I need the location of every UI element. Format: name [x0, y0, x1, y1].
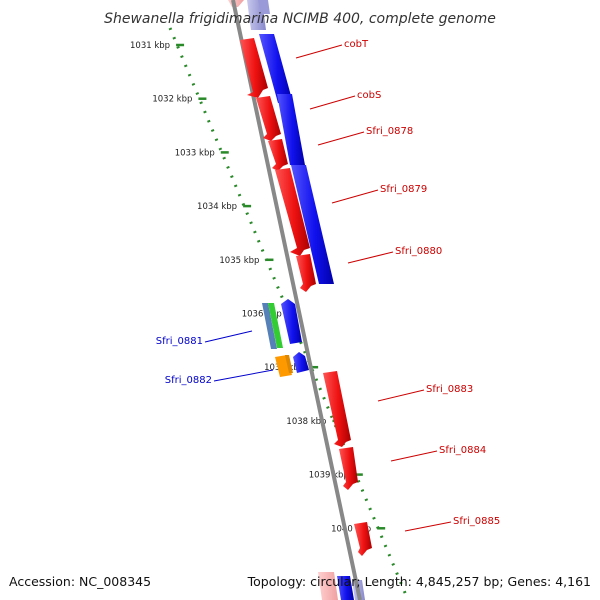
gene-leader-Sfri_0878 [317, 131, 365, 146]
gene-label-Sfri_0884: Sfri_0884 [439, 445, 486, 456]
ruler-tick-label: 1040 kbp [331, 524, 371, 534]
ruler-tick-label: 1038 kbp [286, 417, 326, 427]
gene-leader-Sfri_0880 [347, 251, 394, 264]
ruler-tick-label: 1036 kbp [242, 310, 282, 320]
ruler-tick-label: 1033 kbp [175, 148, 215, 158]
gene-leader-Sfri_0885 [404, 521, 452, 532]
edge-feature-top-lavender-2 [258, 0, 270, 14]
gene-leader-Sfri_0881 [204, 330, 253, 343]
gene-labels: cobT cobS Sfri_0878 Sfri_0879 Sfri_0880 Sfri_… [156, 39, 500, 532]
gene-arrow-Sfri_0879 [275, 168, 310, 256]
gene-label-cobT: cobT [344, 39, 369, 50]
ruler-tick-label: 1034 kbp [197, 202, 237, 212]
gene-label-Sfri_0878: Sfri_0878 [366, 126, 413, 137]
gene-arrow-cobS [256, 96, 281, 141]
forward-cds-arrows [240, 38, 372, 556]
reverse-feature-green [268, 303, 283, 348]
reverse-feature-blue-small [293, 352, 309, 373]
gene-label-Sfri_0879: Sfri_0879 [380, 184, 427, 195]
reverse-feature-orange-small [285, 355, 293, 373]
reverse-feature-steelblue [262, 303, 277, 349]
gene-leader-Sfri_0883 [377, 389, 425, 402]
gene-arrow-Sfri_0884 [339, 447, 358, 490]
forward-feature-blue-middle [277, 94, 305, 165]
topology-text: Topology: circular; Length: 4,845,257 bp… [247, 574, 591, 589]
gene-leader-Sfri_0884 [390, 450, 438, 462]
forward-feature-track [259, 34, 334, 284]
gene-label-Sfri_0882: Sfri_0882 [165, 375, 212, 386]
reverse-features [262, 299, 309, 377]
reverse-feature-blue-up [281, 299, 302, 344]
ruler-tick-label: 1039 kbp [309, 471, 349, 481]
ruler-tick-label: 1032 kbp [152, 95, 192, 105]
edge-feature-bottom-pink [318, 572, 338, 600]
accession-text: Accession: NC_008345 [9, 574, 152, 589]
gene-label-Sfri_0881: Sfri_0881 [156, 336, 203, 347]
gene-label-Sfri_0885: Sfri_0885 [453, 516, 500, 527]
gene-label-Sfri_0883: Sfri_0883 [426, 384, 473, 395]
ruler-tick-label: 1031 kbp [130, 41, 170, 51]
map-title: Shewanella frigidimarina NCIMB 400, comp… [104, 11, 496, 27]
gene-leader-Sfri_0879 [331, 189, 379, 204]
forward-feature-blue-lower [291, 165, 334, 284]
gene-arrow-Sfri_0878 [268, 139, 288, 171]
gene-leader-Sfri_0882 [213, 369, 274, 382]
gene-arrow-Sfri_0880 [296, 254, 316, 292]
edge-feature-bottom-blue [337, 576, 354, 600]
ruler-tick-label: 1035 kbp [219, 256, 259, 266]
gene-arrow-Sfri_0883 [323, 371, 351, 447]
gene-label-cobS: cobS [357, 90, 381, 101]
ruler-ticks: 1031 kbp 1032 kbp 1033 kbp 1034 kbp 1035 kbp… [130, 41, 386, 534]
gene-label-Sfri_0880: Sfri_0880 [395, 246, 442, 257]
gene-arrow-cobT [240, 38, 268, 98]
gene-leader-cobS [309, 95, 356, 110]
gene-arrow-Sfri_0885 [354, 522, 372, 556]
gene-leader-cobT [295, 44, 343, 59]
genome-backbone [231, 0, 362, 600]
forward-feature-blue-upper [259, 34, 293, 103]
